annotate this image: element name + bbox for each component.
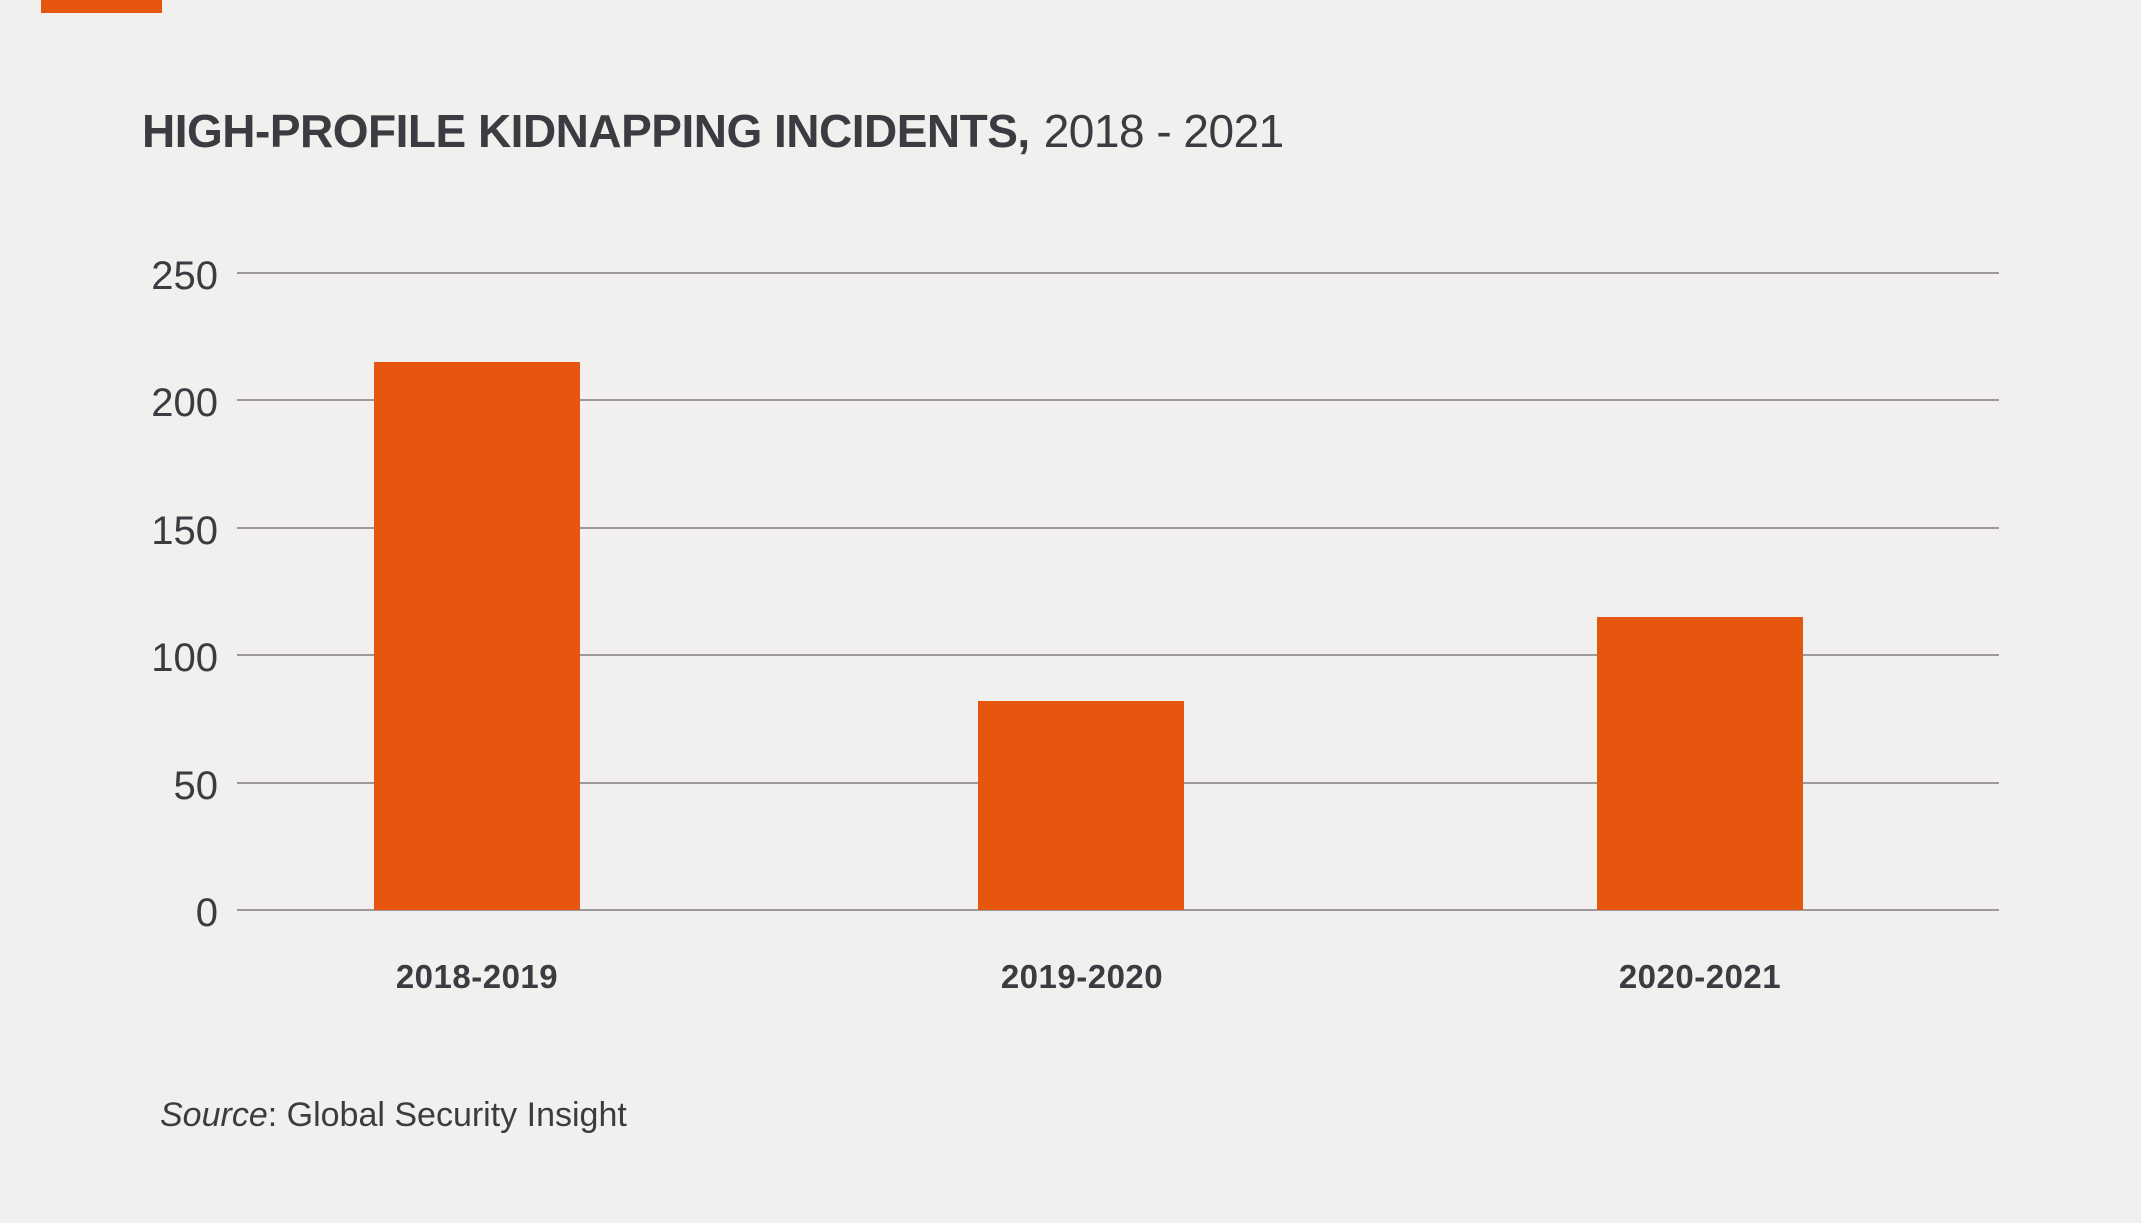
y-tick-label-0: 0 <box>195 891 218 935</box>
y-tick-label-250: 250 <box>151 254 218 298</box>
corner-accent-bar <box>41 0 162 13</box>
x-category-label-2018-2019: 2018-2019 <box>395 958 559 995</box>
y-tick-label-100: 100 <box>151 636 218 681</box>
bar-2018-2019 <box>374 362 580 910</box>
gridline-250 <box>237 272 1999 274</box>
gridline-0 <box>237 909 1999 911</box>
x-category-label-2019-2020: 2019-2020 <box>1000 958 1164 995</box>
chart-title-date-range: 2018 - 2021 <box>1043 105 1285 157</box>
plot-area <box>237 272 1999 911</box>
y-tick-label-150: 150 <box>151 508 218 553</box>
bar-2019-2020 <box>978 701 1184 910</box>
gridline-150 <box>237 526 1999 529</box>
x-category-label-2020-2021: 2020-2021 <box>1618 958 1782 995</box>
source-note: Source: Global Security Insight <box>160 1091 627 1139</box>
source-text: : Global Security Insight <box>267 1096 627 1134</box>
chart-title: HIGH-PROFILE KIDNAPPING INCIDENTS, 2018 -… <box>142 106 1284 156</box>
gridline-200 <box>237 399 1999 402</box>
bar-2020-2021 <box>1597 616 1803 910</box>
chart-title-main: HIGH-PROFILE KIDNAPPING INCIDENTS, <box>142 105 1030 157</box>
y-tick-label-50: 50 <box>173 763 219 808</box>
source-word: Source <box>160 1096 268 1134</box>
gridline-100 <box>237 654 1999 657</box>
y-tick-label-200: 200 <box>151 381 218 426</box>
